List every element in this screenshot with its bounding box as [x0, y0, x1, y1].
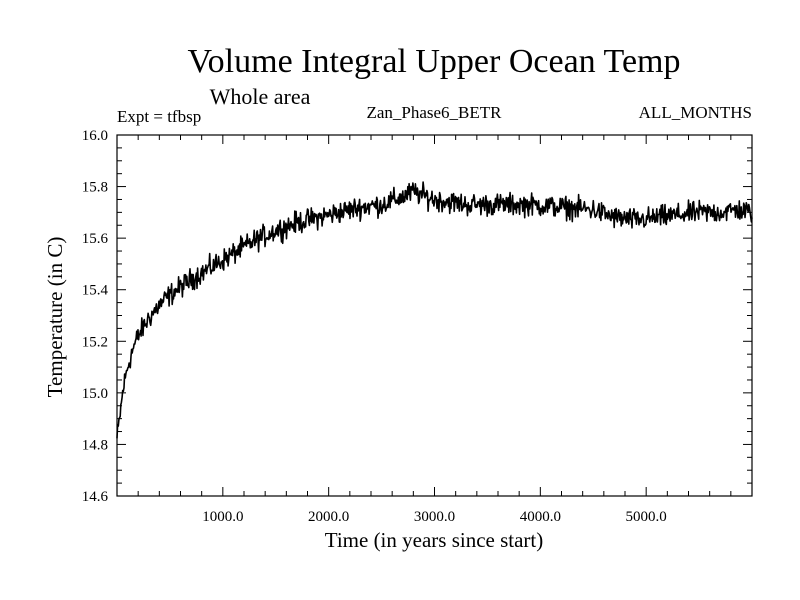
- x-axis-label: Time (in years since start): [325, 528, 544, 552]
- plot-area: 1000.0 2000.0 3000.0 4000.0 5000.0 14.6 14.8 15…: [82, 128, 753, 525]
- plot-frame: [116, 134, 753, 497]
- y-tick-label: 15.2: [82, 334, 108, 350]
- x-tick-label: 1000.0: [202, 509, 243, 525]
- left-string: Expt = tfbsp: [117, 107, 201, 126]
- y-tick-label: 15.6: [82, 231, 109, 247]
- x-tick-label: 2000.0: [308, 509, 349, 525]
- y-tick-label: 14.8: [82, 437, 108, 453]
- right-string: ALL_MONTHS: [639, 103, 752, 122]
- x-tick-label: 3000.0: [414, 509, 455, 525]
- y-tick-label: 15.0: [82, 386, 108, 402]
- series-line: [116, 181, 753, 439]
- center-string: Zan_Phase6_BETR: [366, 103, 502, 122]
- chart-subtitle: Whole area: [210, 84, 311, 109]
- y-tick-label: 15.8: [82, 180, 108, 196]
- y-tick-label: 15.4: [82, 283, 109, 299]
- y-tick-label: 16.0: [82, 128, 108, 144]
- y-axis-label: Temperature (in C): [43, 237, 67, 398]
- x-tick-label: 5000.0: [626, 509, 667, 525]
- x-tick-label: 4000.0: [520, 509, 561, 525]
- chart-title: Volume Integral Upper Ocean Temp: [188, 43, 681, 80]
- y-tick-label: 14.6: [82, 489, 109, 505]
